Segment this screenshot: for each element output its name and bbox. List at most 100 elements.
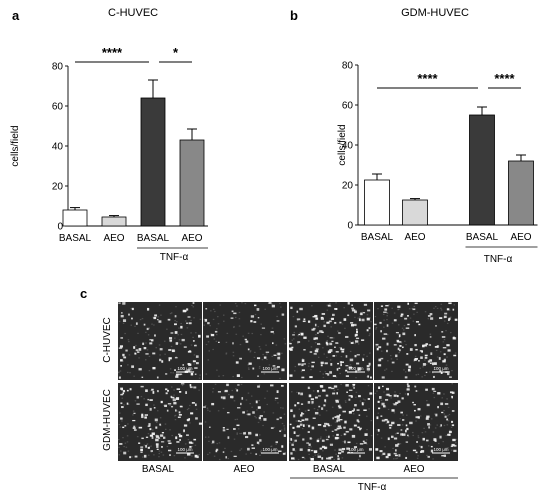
- texture-speck: [130, 324, 133, 326]
- cell-speck: [426, 415, 430, 418]
- cell-speck: [443, 315, 447, 319]
- cell-speck: [345, 335, 349, 338]
- cell-speck: [420, 450, 425, 453]
- texture-speck: [399, 418, 402, 420]
- cell-speck: [255, 453, 258, 456]
- cell-speck: [399, 345, 402, 347]
- cell-speck: [453, 449, 457, 453]
- texture-speck: [209, 325, 212, 327]
- cell-speck: [399, 349, 401, 352]
- texture-speck: [132, 410, 135, 412]
- cell-speck: [407, 368, 411, 372]
- cell-speck: [289, 342, 292, 345]
- texture-speck: [402, 329, 405, 331]
- texture-speck: [147, 334, 150, 336]
- cell-speck: [150, 434, 153, 437]
- cell-speck: [335, 308, 338, 310]
- texture-speck: [322, 450, 324, 452]
- cell-speck: [290, 409, 293, 412]
- texture-speck: [177, 342, 180, 344]
- cell-speck: [154, 418, 158, 422]
- texture-speck: [415, 420, 417, 422]
- texture-speck: [429, 371, 431, 373]
- texture-speck: [412, 320, 415, 322]
- cell-speck: [329, 349, 333, 352]
- cell-speck: [335, 342, 339, 344]
- texture-speck: [439, 426, 442, 428]
- cell-speck: [245, 340, 249, 343]
- cell-speck: [341, 450, 344, 453]
- cell-speck: [369, 392, 373, 395]
- cell-speck: [186, 308, 189, 311]
- cell-speck: [431, 362, 435, 366]
- cell-speck: [348, 398, 351, 401]
- texture-speck: [357, 343, 360, 345]
- texture-speck: [175, 306, 177, 308]
- cell-speck: [327, 373, 330, 376]
- cell-speck: [421, 350, 424, 353]
- scale-bar-label: 100 μm: [262, 447, 277, 452]
- texture-speck: [299, 332, 301, 334]
- texture-speck: [236, 418, 239, 420]
- texture-speck: [451, 383, 453, 385]
- cell-speck: [235, 361, 239, 364]
- texture-speck: [376, 390, 378, 392]
- cell-speck: [347, 314, 350, 317]
- cell-speck: [188, 441, 193, 444]
- texture-speck: [412, 431, 414, 434]
- micrograph-image: [203, 383, 287, 461]
- cell-speck: [452, 308, 455, 311]
- texture-speck: [190, 367, 192, 369]
- texture-speck: [162, 454, 165, 456]
- texture-speck: [214, 310, 216, 313]
- texture-speck: [292, 439, 294, 441]
- cell-speck: [186, 434, 189, 436]
- texture-speck: [247, 332, 250, 334]
- texture-speck: [386, 333, 389, 336]
- texture-speck: [217, 316, 219, 318]
- cell-speck: [226, 428, 229, 431]
- cell-speck: [397, 347, 400, 351]
- cell-speck: [447, 349, 451, 352]
- texture-speck: [302, 427, 304, 430]
- cell-speck: [376, 456, 380, 460]
- texture-speck: [192, 306, 195, 308]
- cell-speck: [222, 427, 225, 429]
- cell-speck: [289, 374, 293, 377]
- cell-speck: [343, 426, 346, 429]
- texture-speck: [345, 401, 347, 404]
- texture-speck: [293, 338, 295, 340]
- cell-speck: [391, 361, 395, 364]
- cell-speck: [255, 433, 259, 437]
- cell-speck: [192, 360, 196, 363]
- cell-speck: [400, 411, 403, 414]
- texture-speck: [246, 413, 248, 416]
- cell-speck: [140, 451, 143, 453]
- texture-speck: [326, 309, 329, 311]
- texture-speck: [424, 374, 426, 377]
- cell-speck: [416, 441, 418, 443]
- cell-speck: [145, 445, 148, 448]
- texture-speck: [399, 443, 402, 445]
- texture-speck: [376, 434, 379, 436]
- texture-speck: [138, 357, 140, 359]
- texture-speck: [268, 364, 271, 366]
- panel-label-c: c: [80, 286, 87, 301]
- cell-speck: [178, 414, 182, 416]
- texture-speck: [415, 374, 418, 376]
- cell-speck: [314, 337, 318, 340]
- cell-speck: [356, 419, 359, 422]
- cell-speck: [299, 448, 303, 451]
- texture-speck: [212, 318, 215, 321]
- texture-speck: [180, 333, 183, 336]
- cell-speck: [263, 418, 267, 421]
- texture-speck: [297, 458, 300, 461]
- texture-speck: [153, 324, 155, 326]
- texture-speck: [352, 413, 355, 415]
- texture-speck: [145, 342, 147, 344]
- cell-speck: [402, 433, 406, 436]
- cell-speck: [420, 356, 423, 359]
- texture-speck: [338, 347, 341, 349]
- cell-speck: [120, 393, 124, 396]
- cell-speck: [174, 369, 176, 371]
